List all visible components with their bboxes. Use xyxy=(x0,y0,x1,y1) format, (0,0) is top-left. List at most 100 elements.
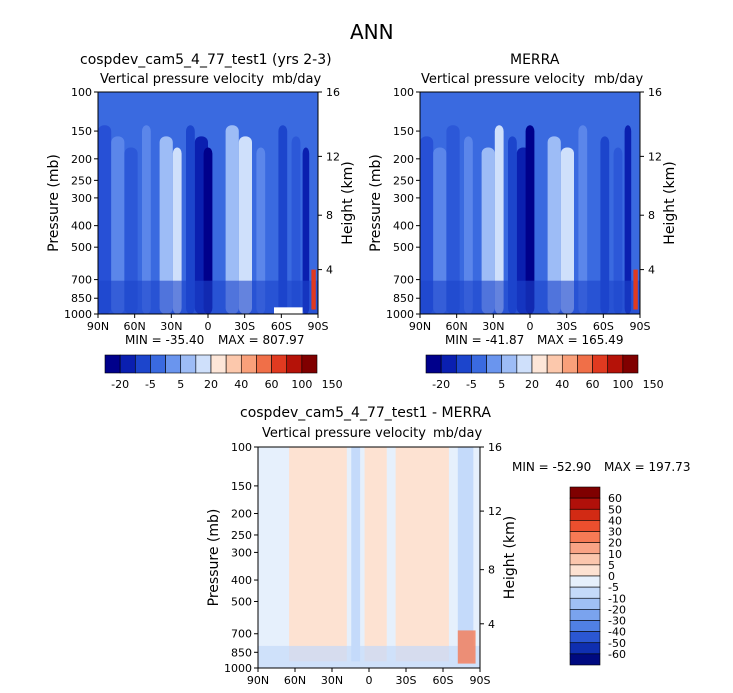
colorbar-swatch xyxy=(301,354,318,374)
colorbar-swatch xyxy=(225,354,242,374)
y-axis-label: Pressure (mb) xyxy=(368,154,384,252)
y-tick-label: 700 xyxy=(393,274,414,287)
colorbar-label: 5 xyxy=(608,559,615,572)
colorbar-swatch xyxy=(592,354,609,374)
colorbar-swatch xyxy=(134,354,151,374)
y2-axis-label: Height (km) xyxy=(502,516,518,599)
y2-tick-label: 4 xyxy=(648,264,655,277)
colorbar-swatch xyxy=(516,354,533,374)
colorbar-label: -5 xyxy=(608,581,619,594)
y-tick-label: 300 xyxy=(71,192,92,205)
colorbar-swatch xyxy=(180,354,197,374)
colorbar-swatch xyxy=(240,354,257,374)
contour-band xyxy=(186,125,195,314)
colorbar-swatch xyxy=(256,354,272,374)
colorbar-swatch xyxy=(471,354,487,374)
contour-band xyxy=(525,125,535,314)
y-tick-label: 250 xyxy=(393,174,414,187)
x-tick-label: 30N xyxy=(482,320,504,333)
colorbar-swatch xyxy=(607,354,624,374)
panel3-subtitle-left: Vertical pressure velocity xyxy=(262,426,426,441)
colorbar-swatch xyxy=(569,553,601,566)
colorbar-label: 150 xyxy=(322,378,343,391)
y-tick-label: 700 xyxy=(231,628,252,641)
colorbar-label: 0 xyxy=(608,570,615,583)
contour-band xyxy=(289,447,347,662)
colorbar-swatch xyxy=(569,586,601,599)
panel1-subtitle-left: Vertical pressure velocity xyxy=(100,72,264,87)
contour-band xyxy=(291,136,301,314)
panel1-subtitle-right: mb/day xyxy=(272,72,322,87)
y-tick-label: 500 xyxy=(393,241,414,254)
colorbar-label: 40 xyxy=(608,514,622,527)
contour-band xyxy=(420,136,434,314)
contour-band xyxy=(613,147,623,314)
colorbar-swatch xyxy=(119,354,136,374)
colorbar-swatch xyxy=(561,354,578,374)
x-tick-label: 30N xyxy=(321,674,343,687)
colorbar-label: 100 xyxy=(612,378,633,391)
colorbar-swatch xyxy=(569,597,601,610)
x-tick-label: 90N xyxy=(87,320,109,333)
colorbar-label: -40 xyxy=(608,626,626,639)
colorbar-swatch xyxy=(165,354,182,374)
colorbar-label: 60 xyxy=(586,378,600,391)
y-tick-label: 150 xyxy=(393,125,414,138)
colorbar-label: 20 xyxy=(608,537,622,550)
colorbar-swatch xyxy=(569,486,601,499)
colorbar-swatch xyxy=(569,520,601,532)
y-tick-label: 850 xyxy=(71,292,92,305)
x-tick-label: 30S xyxy=(396,674,417,687)
panel3-stats-max: MAX = 197.73 xyxy=(604,460,691,474)
x-tick-label: 90N xyxy=(409,320,431,333)
x-tick-label: 0 xyxy=(366,674,373,687)
colorbar-swatch xyxy=(210,354,227,374)
contour-band xyxy=(278,125,288,314)
y-tick-label: 300 xyxy=(231,546,252,559)
contour-band xyxy=(547,136,561,314)
colorbar-label: 50 xyxy=(608,503,622,516)
x-tick-label: 60S xyxy=(433,674,454,687)
y-tick-label: 200 xyxy=(71,153,92,166)
colorbar-label: 30 xyxy=(608,526,622,539)
contour-band xyxy=(351,447,361,662)
panel1-stats-min: MIN = -35.40 xyxy=(125,333,205,347)
y-tick-label: 1000 xyxy=(224,662,252,675)
y2-tick-label: 16 xyxy=(326,86,340,99)
contour-band xyxy=(258,645,480,668)
y2-tick-label: 12 xyxy=(326,150,340,163)
colorbar-label: 5 xyxy=(177,378,184,391)
panel1-title: cospdev_cam5_4_77_test1 (yrs 2-3) xyxy=(80,52,332,68)
contour-band xyxy=(633,269,638,310)
contour-band xyxy=(124,147,138,314)
y-tick-label: 500 xyxy=(231,595,252,608)
colorbar-swatch xyxy=(531,354,548,374)
colorbar-label: -20 xyxy=(608,603,626,616)
panel2-stats-max: MAX = 165.49 xyxy=(537,333,624,347)
colorbar-label: -10 xyxy=(608,592,626,605)
panel2-contours xyxy=(420,92,640,314)
panel2-subtitle-left: Vertical pressure velocity xyxy=(421,72,585,87)
x-tick-label: 30S xyxy=(234,320,255,333)
y2-tick-label: 16 xyxy=(648,86,662,99)
contour-band xyxy=(302,147,310,314)
y-tick-label: 250 xyxy=(231,529,252,542)
colorbar-swatch xyxy=(455,354,472,374)
contour-band xyxy=(225,125,239,314)
panel3-contours xyxy=(258,447,480,668)
x-tick-label: 90S xyxy=(470,674,491,687)
y-tick-label: 200 xyxy=(231,508,252,521)
x-tick-label: 60N xyxy=(124,320,146,333)
colorbar-swatch xyxy=(569,531,601,543)
contour-band xyxy=(600,136,610,314)
contour-band xyxy=(481,147,495,314)
colorbar-label: 40 xyxy=(234,378,248,391)
x-tick-label: 30S xyxy=(556,320,577,333)
colorbar-label: -5 xyxy=(145,378,156,391)
contour-band xyxy=(311,269,316,310)
colorbar-label: 20 xyxy=(204,378,218,391)
y-tick-label: 200 xyxy=(393,153,414,166)
contour-band xyxy=(395,447,449,662)
y-tick-label: 250 xyxy=(71,174,92,187)
y-tick-label: 700 xyxy=(71,274,92,287)
